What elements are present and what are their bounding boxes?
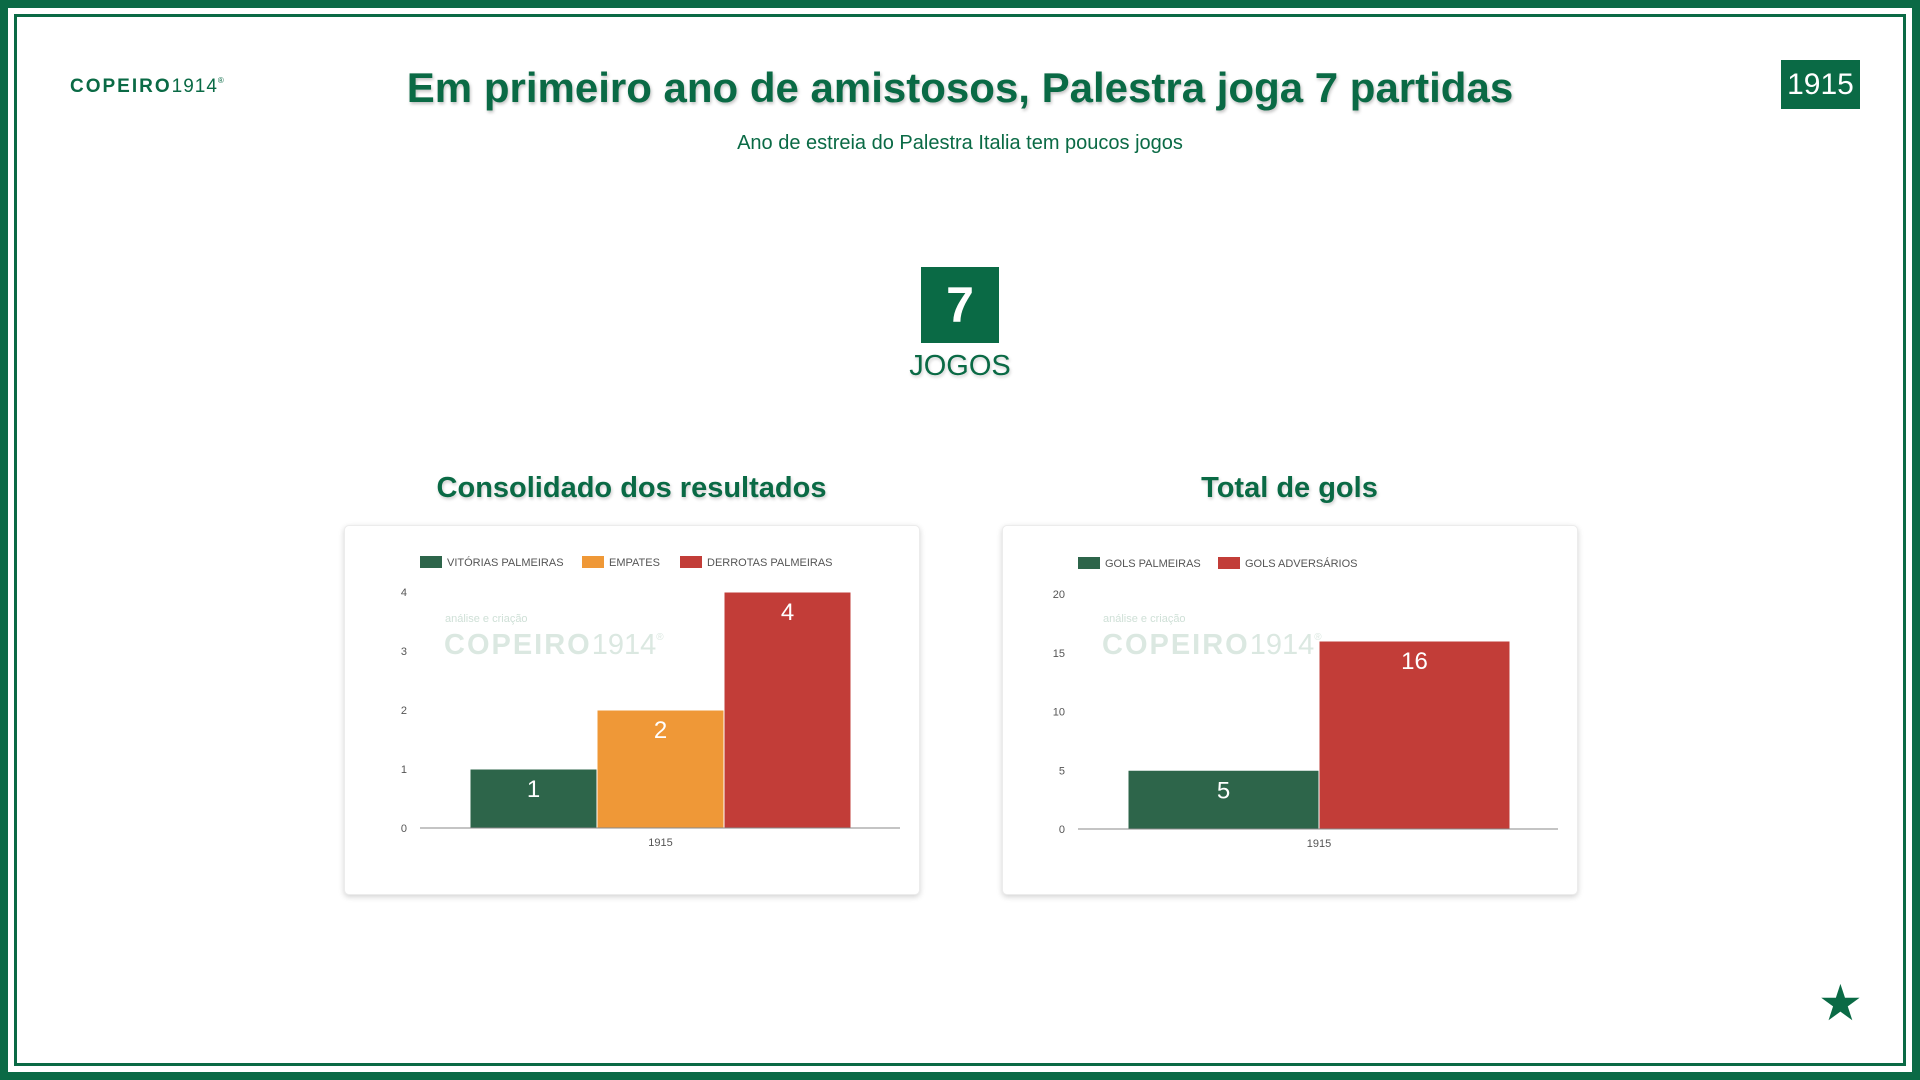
copeiro-logo: COPEIRO1914® (70, 76, 226, 98)
goals-chart: análise e criação COPEIRO1914® GOLS PALMEI… (1053, 557, 1558, 850)
bar (469, 768, 598, 829)
page-title: Em primeiro ano de amistosos, Palestra j… (406, 64, 1514, 111)
watermark-logo: COPEIRO1914® (1102, 629, 1322, 661)
results-chart: análise e criação COPEIRO1914® VITÓRIAS PA… (401, 556, 900, 849)
legend-label: GOLS PALMEIRAS (1105, 558, 1201, 570)
bar (723, 591, 852, 829)
y-tick-label: 4 (401, 587, 407, 599)
legend-swatch (680, 556, 702, 568)
x-tick-label: 1915 (648, 837, 672, 849)
watermark-caption: análise e criação (445, 613, 528, 625)
legend-swatch (420, 556, 442, 568)
y-tick-label: 20 (1053, 589, 1065, 601)
legend-swatch (1218, 557, 1240, 569)
y-tick-label: 0 (401, 823, 407, 835)
bar-value-label: 2 (654, 717, 667, 744)
bar (596, 709, 725, 829)
y-tick-label: 0 (1059, 824, 1065, 836)
y-tick-label: 15 (1053, 648, 1065, 660)
bar-value-label: 1 (527, 776, 540, 803)
y-tick-label: 3 (401, 646, 407, 658)
legend-label: GOLS ADVERSÁRIOS (1245, 557, 1357, 570)
games-count-label: JOGOS (909, 350, 1011, 382)
bar-value-label: 4 (781, 599, 794, 626)
x-tick-label: 1915 (1307, 838, 1331, 850)
star-icon: ★ (1818, 975, 1863, 1031)
results-chart-card: análise e criação COPEIRO1914® VITÓRIAS PA… (344, 525, 920, 895)
goals-chart-title: Total de gols (1201, 472, 1378, 504)
bar-value-label: 16 (1401, 648, 1428, 675)
watermark-caption: análise e criação (1103, 613, 1186, 625)
logo-brand: COPEIRO (70, 76, 172, 97)
bar (1127, 769, 1320, 830)
goals-chart-card: análise e criação COPEIRO1914® GOLS PALMEI… (1002, 525, 1578, 895)
results-chart-title: Consolidado dos resultados (436, 472, 827, 504)
y-tick-label: 10 (1053, 707, 1065, 719)
inner-frame (14, 14, 1906, 1066)
legend-swatch (1078, 557, 1100, 569)
bar (1318, 640, 1511, 830)
y-tick-label: 2 (401, 705, 407, 717)
games-count-badge: 7 (921, 267, 999, 343)
logo-mark: ® (217, 76, 226, 85)
page-subtitle: Ano de estreia do Palestra Italia tem po… (737, 132, 1183, 154)
y-tick-label: 1 (401, 764, 407, 776)
year-badge: 1915 (1781, 60, 1860, 109)
legend-swatch (582, 556, 604, 568)
legend-label: EMPATES (609, 557, 660, 569)
legend-label: DERROTAS PALMEIRAS (707, 557, 833, 569)
y-tick-label: 5 (1059, 765, 1065, 777)
watermark-logo: COPEIRO1914® (444, 629, 664, 661)
legend-label: VITÓRIAS PALMEIRAS (447, 556, 564, 569)
bar-value-label: 5 (1217, 777, 1230, 804)
logo-year: 1914 (171, 76, 218, 97)
